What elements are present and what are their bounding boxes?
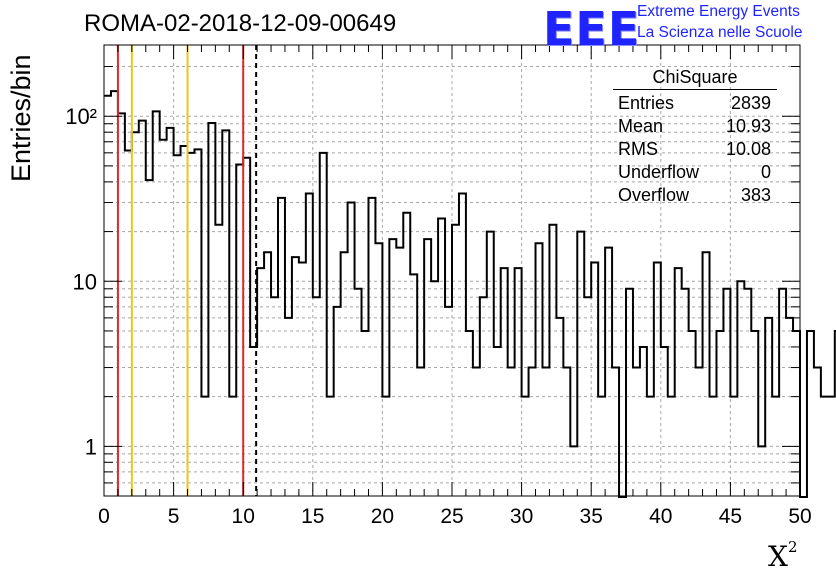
stats-value: 10.08	[725, 139, 771, 159]
stats-value: 383	[740, 185, 771, 205]
logo-line-1: Extreme Energy Events	[637, 3, 800, 20]
stats-row-entries: Entries 2839	[613, 92, 777, 115]
stats-label: Mean	[618, 116, 664, 136]
stats-value: 10.93	[725, 116, 771, 136]
stats-title: ChiSquare	[613, 67, 777, 90]
stats-label: Entries	[618, 93, 675, 113]
grid-layer	[104, 45, 800, 496]
marker-lines-layer	[116, 45, 258, 496]
x-tick-label: 0	[98, 505, 110, 528]
y-tick-label: 10²	[65, 104, 97, 129]
x-tick-label: 40	[649, 505, 672, 528]
x-tick-label: 20	[371, 505, 394, 528]
x-axis-label: X2	[768, 538, 798, 573]
x-tick-label: 45	[719, 505, 742, 528]
x-tick-label: 50	[788, 505, 811, 528]
histogram-layer	[104, 90, 836, 498]
x-tick-label: 15	[301, 505, 324, 528]
ticks-layer: 0 5 10 15 20 25 30 35 40 45 50 1 10 10²	[65, 45, 812, 528]
stats-label: Overflow	[618, 185, 690, 205]
stats-value: 0	[760, 162, 771, 182]
x-tick-label: 30	[510, 505, 533, 528]
stats-row-overflow: Overflow 383	[613, 184, 777, 207]
chart-title: ROMA-02-2018-12-09-00649	[84, 10, 397, 37]
stats-label: RMS	[618, 139, 658, 159]
stats-row-rms: RMS 10.08	[613, 138, 777, 161]
y-axis-label: Entries/bin	[6, 54, 36, 182]
eee-logo: EEE	[543, 2, 641, 56]
y-tick-label: 1	[85, 434, 97, 459]
stats-value: 2839	[730, 93, 771, 113]
logo-line-2: La Scienza nelle Scuole	[637, 24, 803, 41]
x-tick-label: 25	[440, 505, 463, 528]
x-tick-label: 10	[232, 505, 255, 528]
y-tick-label: 10	[73, 269, 97, 294]
x-tick-label: 35	[580, 505, 603, 528]
x-tick-label: 5	[168, 505, 180, 528]
histogram-outline	[104, 90, 836, 498]
stats-box: ChiSquare Entries 2839 Mean 10.93 RMS 10…	[613, 67, 777, 207]
stats-row-mean: Mean 10.93	[613, 115, 777, 138]
stats-label: Underflow	[618, 162, 700, 182]
stats-row-underflow: Underflow 0	[613, 161, 777, 184]
